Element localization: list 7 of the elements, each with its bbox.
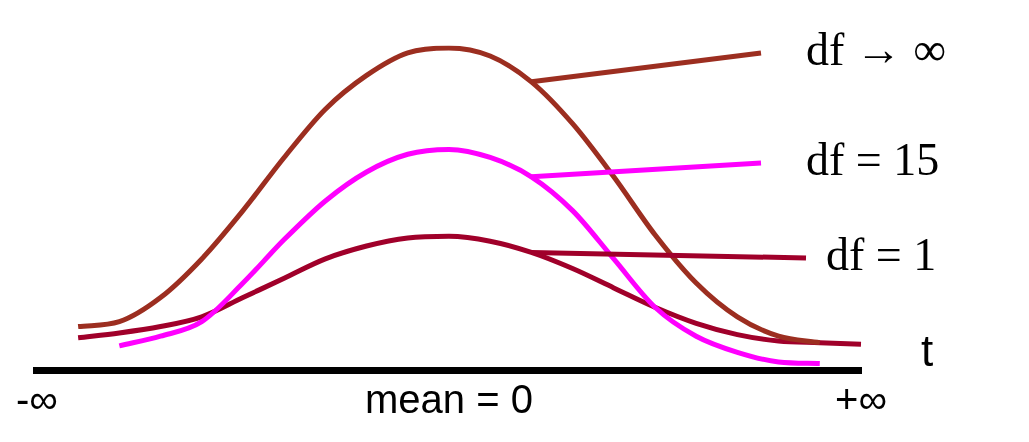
series-label: df = 1 [826,229,937,281]
x-axis-title: t [921,326,934,376]
legend-label: df → ∞ [806,24,947,76]
x-tick-label: -∞ [16,377,58,422]
x-tick-label: mean = 0 [365,377,533,422]
x-tick-label: +∞ [835,377,887,422]
legend-label: df = 15 [806,134,940,186]
